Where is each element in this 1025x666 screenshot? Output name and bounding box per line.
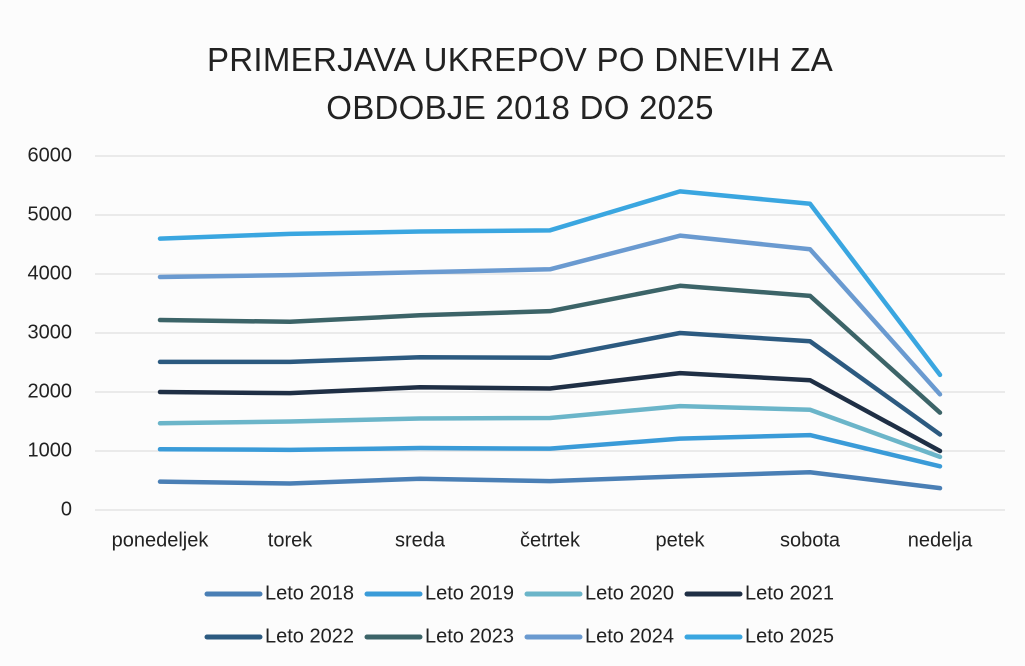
legend-label: Leto 2021: [745, 582, 834, 604]
x-tick-label: petek: [656, 529, 706, 551]
chart-title: PRIMERJAVA UKREPOV PO DNEVIH ZA OBDOBJE …: [206, 41, 834, 126]
series-line: [157, 330, 943, 437]
legend-label: Leto 2019: [425, 582, 514, 604]
legend-label: Leto 2020: [585, 582, 674, 604]
y-tick-label: 4000: [28, 262, 73, 284]
y-tick-label: 6000: [28, 144, 73, 166]
x-tick-label: četrtek: [520, 529, 581, 551]
x-tick-label: sobota: [780, 529, 841, 551]
series-line: [157, 469, 943, 491]
series-line: [157, 432, 943, 469]
y-tick-label: 2000: [28, 380, 73, 402]
y-tick-label: 0: [61, 498, 72, 520]
y-tick-label: 3000: [28, 321, 73, 343]
series-line: [157, 189, 943, 378]
legend-label: Leto 2022: [265, 625, 354, 647]
series-line: [157, 233, 943, 397]
series-line: [157, 283, 943, 415]
x-tick-label: torek: [268, 529, 313, 551]
series-line: [157, 370, 943, 454]
series-line: [157, 403, 943, 460]
y-tick-label: 5000: [28, 203, 73, 225]
legend-label: Leto 2018: [265, 582, 354, 604]
x-tick-label: nedelja: [908, 529, 973, 551]
legend-label: Leto 2024: [585, 625, 674, 647]
legend-label: Leto 2023: [425, 625, 514, 647]
y-tick-label: 1000: [28, 439, 73, 461]
legend-label: Leto 2025: [745, 625, 834, 647]
x-tick-label: sreda: [395, 529, 446, 551]
x-tick-label: ponedeljek: [112, 529, 210, 551]
